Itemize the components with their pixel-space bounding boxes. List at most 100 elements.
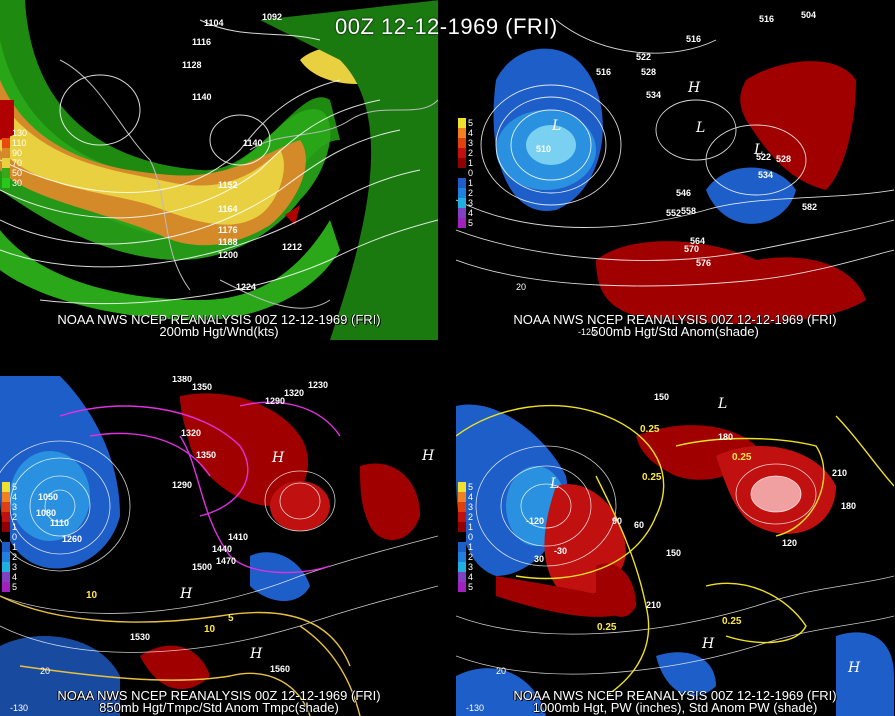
svg-text:552: 552 xyxy=(666,208,681,218)
legend-label: 90 xyxy=(12,148,23,158)
svg-text:1410: 1410 xyxy=(228,532,248,542)
legend-color xyxy=(458,522,466,532)
legend-swatch: 1 xyxy=(458,178,473,188)
svg-text:-130: -130 xyxy=(10,703,28,713)
legend-color xyxy=(2,522,10,532)
legend-label: 1 xyxy=(468,158,474,168)
svg-text:210: 210 xyxy=(832,468,847,478)
legend-label: 50 xyxy=(12,168,23,178)
legend-label: 1 xyxy=(468,178,474,188)
svg-text:1200: 1200 xyxy=(218,250,238,260)
panel-1000mb: 150 0.25 0.25 0.25 0.25 0.25 180 210 180… xyxy=(456,376,894,716)
legend-color xyxy=(458,118,466,128)
legend-swatch: 90 xyxy=(2,148,27,158)
legend-color xyxy=(2,492,10,502)
svg-text:516: 516 xyxy=(759,14,774,24)
legend-label: 4 xyxy=(12,572,18,582)
svg-text:1320: 1320 xyxy=(181,428,201,438)
legend-label: 3 xyxy=(468,562,474,572)
legend-label: 2 xyxy=(12,512,18,522)
panel-200mb: 1104 1092 1116 1128 1140 1140 1152 1164 … xyxy=(0,0,438,340)
svg-text:1152: 1152 xyxy=(218,180,238,190)
legend-label: 2 xyxy=(468,512,474,522)
svg-text:558: 558 xyxy=(681,206,696,216)
map-1000mb: 150 0.25 0.25 0.25 0.25 0.25 180 210 180… xyxy=(456,392,894,716)
svg-text:510: 510 xyxy=(536,144,551,154)
legend-label: 30 xyxy=(12,178,23,188)
svg-text:L: L xyxy=(717,396,727,412)
legend-swatch: 5 xyxy=(458,118,473,128)
legend-swatch: 5 xyxy=(2,582,17,592)
legend-color xyxy=(2,562,10,572)
legend-label: 70 xyxy=(12,158,23,168)
svg-text:20: 20 xyxy=(516,282,526,292)
legend-label: 4 xyxy=(468,128,474,138)
legend-color xyxy=(458,208,466,218)
svg-text:1176: 1176 xyxy=(218,225,238,235)
legend-color xyxy=(2,128,10,138)
svg-text:-130: -130 xyxy=(466,703,484,713)
legend-label: 3 xyxy=(468,138,474,148)
svg-text:1116: 1116 xyxy=(192,37,211,47)
svg-text:H: H xyxy=(421,448,435,464)
legend-label: 3 xyxy=(468,198,474,208)
legend-label: 4 xyxy=(12,492,18,502)
svg-text:30: 30 xyxy=(534,554,544,564)
legend-swatch: 2 xyxy=(2,512,17,522)
legend-swatch: 0 xyxy=(458,168,473,178)
legend-color xyxy=(458,188,466,198)
legend-swatch: 110 xyxy=(2,138,27,148)
svg-text:0.25: 0.25 xyxy=(722,616,742,627)
legend-swatch: 4 xyxy=(458,128,473,138)
legend-swatch: 3 xyxy=(458,502,473,512)
legend-label: 1 xyxy=(12,522,18,532)
legend-label: 1 xyxy=(12,542,18,552)
svg-text:1080: 1080 xyxy=(36,508,56,518)
svg-text:1380: 1380 xyxy=(172,376,192,384)
map-850mb: 1380 1350 1320 1230 1290 1320 1350 1290 … xyxy=(0,376,438,716)
legend-swatch: 2 xyxy=(458,188,473,198)
legend-color xyxy=(2,582,10,592)
legend-color xyxy=(2,158,10,168)
legend-swatch: 1 xyxy=(458,522,473,532)
legend-swatch: 2 xyxy=(458,148,473,158)
svg-text:1230: 1230 xyxy=(308,380,328,390)
legend-color xyxy=(2,552,10,562)
legend-label: 0 xyxy=(468,532,474,542)
legend-swatch: 4 xyxy=(458,572,473,582)
svg-text:1440: 1440 xyxy=(212,544,232,554)
caption-field: 200mb Hgt/Wnd(kts) xyxy=(159,324,279,339)
legend-swatch: 3 xyxy=(458,562,473,572)
legend-swatch: 2 xyxy=(2,552,17,562)
legend-label: 4 xyxy=(468,492,474,502)
svg-text:528: 528 xyxy=(641,67,656,77)
legend-swatch: 30 xyxy=(2,178,27,188)
legend-label: 3 xyxy=(468,502,474,512)
panel-850mb: 1380 1350 1320 1230 1290 1320 1350 1290 … xyxy=(0,376,438,716)
legend-color xyxy=(458,552,466,562)
svg-text:L: L xyxy=(753,142,763,158)
legend-color xyxy=(458,482,466,492)
legend-color xyxy=(458,542,466,552)
legend-swatch: 4 xyxy=(458,492,473,502)
svg-text:1140: 1140 xyxy=(192,92,212,102)
caption-field: 1000mb Hgt, PW (inches), Std Anom PW (sh… xyxy=(532,700,818,715)
legend-color xyxy=(458,582,466,592)
svg-text:H: H xyxy=(271,450,285,466)
legend-color xyxy=(458,168,466,178)
legend-label: 0 xyxy=(12,532,18,542)
legend-label: 130 xyxy=(12,128,28,138)
svg-text:522: 522 xyxy=(636,52,651,62)
legend-color xyxy=(458,502,466,512)
legend-color xyxy=(458,532,466,542)
legend-color xyxy=(458,148,466,158)
svg-text:1050: 1050 xyxy=(38,492,58,502)
svg-text:60: 60 xyxy=(634,520,644,530)
legend-swatch: 70 xyxy=(2,158,27,168)
svg-text:1164: 1164 xyxy=(218,204,238,214)
svg-text:5: 5 xyxy=(228,613,234,624)
svg-text:582: 582 xyxy=(802,202,817,212)
svg-text:504: 504 xyxy=(801,10,816,20)
legend-color xyxy=(2,168,10,178)
